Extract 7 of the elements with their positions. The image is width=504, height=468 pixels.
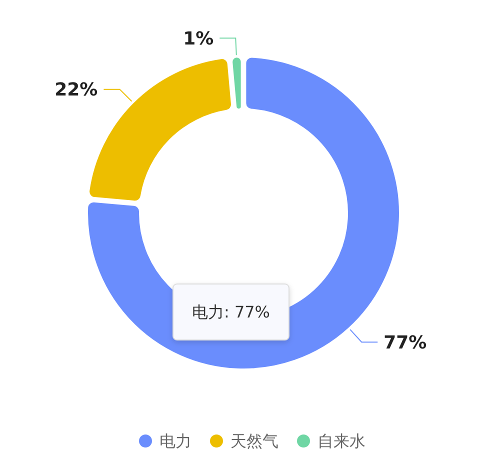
- legend-label: 自来水: [318, 432, 366, 451]
- data-label: 1%: [183, 28, 214, 50]
- legend-label: 天然气: [230, 432, 278, 451]
- data-label: 77%: [384, 332, 427, 354]
- tooltip: 电力: 77%: [172, 284, 290, 340]
- data-label: 22%: [54, 80, 98, 101]
- legend-label: 电力: [160, 432, 192, 451]
